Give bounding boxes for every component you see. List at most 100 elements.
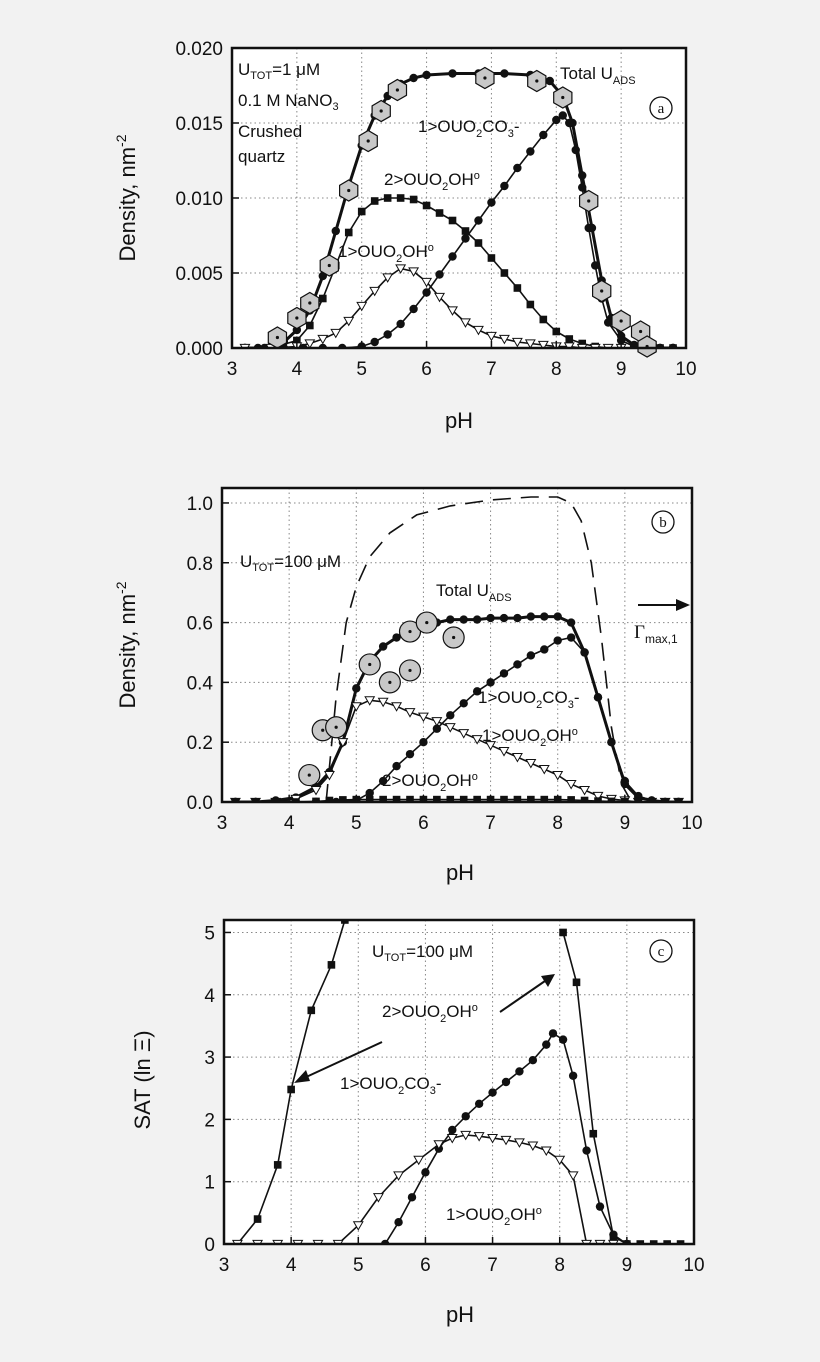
data-point-square — [580, 796, 589, 802]
data-point-square — [656, 344, 664, 348]
panel-a: 3 4 5 6 7 8 9 10 0.000 0.005 0.010 0.015 0.020 pH D… — [113, 39, 697, 433]
data-point-hexagon-center — [327, 263, 331, 268]
data-point-dot — [591, 261, 600, 270]
data-point-triangle — [472, 325, 484, 336]
x-axis-label-a: pH — [445, 408, 473, 433]
data-point-circle-center — [334, 725, 338, 729]
y-tick-label: 0.2 — [187, 733, 213, 754]
data-point-dot — [331, 226, 340, 236]
data-point-square — [526, 300, 535, 309]
data-point-dot — [542, 1040, 551, 1049]
data-point-triangle — [579, 785, 591, 796]
data-point-triangle — [511, 337, 523, 348]
panel-label-c: c — [658, 944, 665, 960]
data-point-dot — [459, 699, 468, 708]
data-point-hexagon-center — [395, 88, 399, 92]
data-point-dot — [578, 183, 587, 192]
data-point-dot — [566, 618, 576, 627]
data-point-dot — [448, 69, 457, 78]
data-point-circle-center — [408, 668, 412, 673]
annotation-ouo2co3-b: 1>OUO2CO3- — [478, 688, 580, 711]
data-point-dot — [472, 615, 482, 624]
x-ticks-a: 3 4 5 6 7 8 9 10 — [227, 341, 697, 380]
x-tick-label: 9 — [616, 359, 627, 380]
annotation-total-uads-a: Total UADS — [560, 64, 636, 87]
data-point-dot — [499, 613, 509, 623]
data-point-square — [513, 795, 522, 802]
data-point-dot — [461, 1112, 470, 1121]
x-tick-label: 8 — [552, 813, 563, 834]
data-point-dot — [526, 147, 535, 156]
data-point-triangle — [460, 318, 471, 328]
data-point-dot — [571, 145, 580, 155]
panel-b: 3 4 5 6 7 8 9 10 0.0 0.2 0.4 0.6 0.8 1.0 pH Density,… — [113, 486, 703, 885]
data-point-dot — [365, 788, 374, 798]
x-tick-label: 5 — [353, 1255, 364, 1276]
y-tick-label: 2 — [204, 1110, 215, 1131]
data-point-square — [357, 207, 366, 216]
x-tick-label: 3 — [227, 359, 238, 380]
y-axis-label-c: SAT (ln Ξ) — [130, 1030, 155, 1129]
axes-frame-c — [222, 918, 696, 1246]
data-point-dot — [383, 330, 392, 339]
x-tick-label: 5 — [356, 359, 367, 380]
data-point-triangle — [485, 331, 497, 342]
arrow-left-line-c — [303, 1041, 383, 1079]
panel-label-a: a — [658, 101, 665, 117]
y-tick-label: 1 — [204, 1173, 215, 1194]
data-point-triangle — [447, 306, 458, 316]
data-point-triangle — [433, 1140, 445, 1150]
data-point-dot — [620, 776, 630, 786]
x-tick-label: 10 — [681, 813, 702, 834]
x-tick-label: 6 — [418, 813, 429, 834]
data-point-dot — [486, 678, 495, 687]
x-tick-label: 3 — [219, 1255, 230, 1276]
data-point-square — [379, 795, 387, 802]
data-point-square — [448, 216, 457, 225]
x-ticks-c: 3 4 5 6 7 8 9 10 — [219, 1237, 705, 1276]
data-point-triangle — [337, 738, 349, 748]
data-point-square — [539, 315, 548, 324]
data-point-square — [607, 797, 616, 802]
data-point-dot — [432, 724, 442, 733]
x-tick-label: 10 — [675, 359, 696, 380]
data-point-triangle — [364, 696, 376, 706]
data-point-dot — [392, 761, 401, 771]
x-tick-label: 7 — [486, 359, 497, 380]
data-point-dot — [609, 1230, 618, 1239]
series-clip-group — [229, 496, 685, 802]
data-point-triangle — [487, 1133, 499, 1144]
x-tick-label: 5 — [351, 813, 362, 834]
annotation-total-uads-b: Total UADS — [436, 581, 512, 604]
data-point-square — [473, 795, 481, 802]
series-dot-line — [384, 1032, 628, 1244]
annotation-1ouo2oh-b: 1>OUO2OHo — [482, 726, 578, 749]
data-point-triangle — [500, 1135, 512, 1146]
data-point-square — [565, 335, 574, 343]
data-point-dot — [513, 660, 522, 669]
data-point-square — [365, 795, 374, 802]
data-point-hexagon-center — [535, 79, 539, 83]
y-tick-label: 0.020 — [175, 39, 223, 60]
data-point-dot — [501, 1077, 511, 1087]
data-point-square — [487, 254, 496, 262]
data-point-square — [327, 961, 336, 969]
data-point-triangle — [471, 735, 483, 745]
data-point-triangle — [382, 273, 394, 283]
x-tick-label: 9 — [622, 1255, 633, 1276]
x-tick-label: 7 — [485, 813, 496, 834]
panel-label-b: b — [659, 515, 667, 531]
data-point-triangle — [352, 1221, 364, 1231]
data-point-circle-center — [425, 620, 429, 625]
data-point-square — [446, 795, 455, 802]
data-point-dot — [553, 612, 562, 621]
data-point-triangle — [317, 334, 329, 345]
series-c — [231, 920, 685, 1244]
data-point-triangle — [444, 723, 456, 733]
y-tick-label: 0.8 — [187, 554, 213, 575]
markers-hexpoint — [267, 66, 657, 358]
data-point-dot — [500, 69, 509, 78]
data-point-square — [527, 795, 535, 802]
data-point-square — [500, 795, 508, 802]
